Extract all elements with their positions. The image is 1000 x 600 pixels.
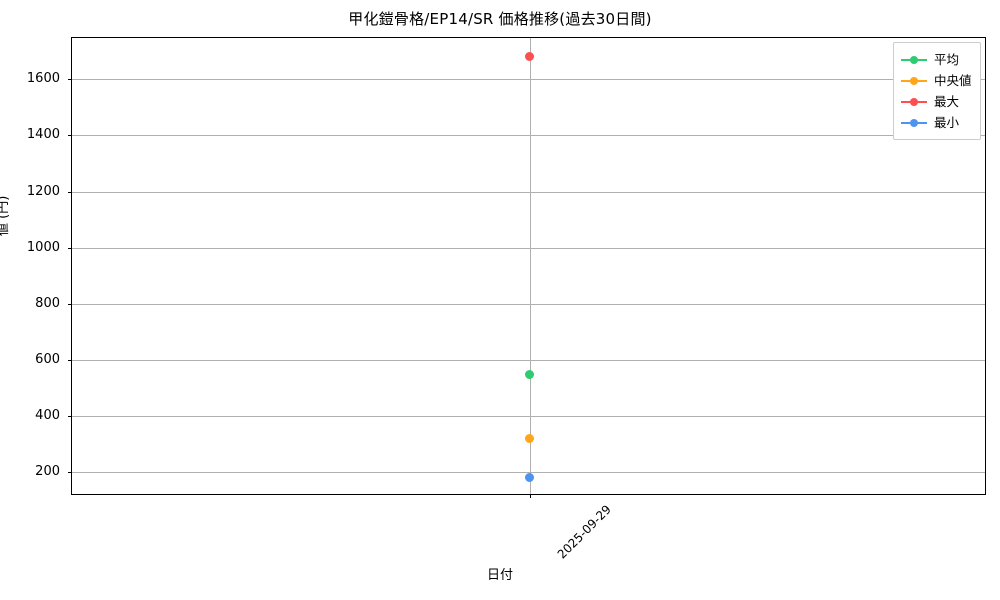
y-axis-tick-label: 400 [35,408,60,424]
legend-marker-icon [901,117,927,128]
gridline-horizontal [72,359,985,361]
y-axis-tick-label: 1200 [26,183,60,199]
y-axis-tick-label: 800 [35,295,60,311]
y-axis-tick-label: 1000 [26,239,60,255]
y-axis-tick-mark [68,135,72,137]
plot-area [68,37,986,498]
legend-item[interactable]: 最大 [901,91,972,112]
y-axis-tick-label: 1600 [26,71,60,87]
y-axis-tick-label: 200 [35,464,60,480]
legend-label: 平均 [934,52,960,67]
x-axis-tick-mark [529,494,531,498]
gridline-vertical [529,38,531,494]
gridline-horizontal [72,191,985,193]
legend-dot [910,97,918,106]
legend-dot [910,55,918,64]
data-point-marker [525,472,534,482]
gridline-horizontal [72,247,985,249]
y-axis-tick-mark [68,247,72,249]
data-point-marker [525,369,534,379]
x-axis-tick-label: 2025-09-29 [554,502,614,562]
legend-marker-icon [901,54,927,65]
legend-dot [910,76,918,85]
legend-label: 最小 [934,115,960,130]
legend-item[interactable]: 最小 [901,112,972,133]
grid-layer [68,38,985,498]
gridline-horizontal [72,135,985,137]
gridline-horizontal [72,472,985,474]
legend-marker-icon [901,75,927,86]
legend-item[interactable]: 中央値 [901,70,972,91]
y-axis-tick-label: 600 [35,351,60,367]
legend-marker-icon [901,96,927,107]
data-point-marker [525,433,534,443]
y-axis-tick-mark [68,303,72,305]
y-axis-tick-label: 1400 [26,127,60,143]
legend-label: 最大 [934,94,960,109]
data-point-marker [525,52,534,62]
y-axis-tick-mark [68,359,72,361]
y-axis-tick-mark [68,472,72,474]
gridline-horizontal [72,303,985,305]
y-axis-tick-mark [68,416,72,418]
gridline-horizontal [72,79,985,81]
legend-dot [910,118,918,127]
y-axis-tick-mark [68,191,72,193]
legend[interactable]: 平均 中央値 最大 最小 [893,42,981,140]
y-axis-label: 値 (円) [0,195,11,236]
chart-title: 甲化鎧骨格/EP14/SR 価格推移(過去30日間) [348,10,652,28]
legend-item[interactable]: 平均 [901,49,972,70]
legend-label: 中央値 [934,73,972,88]
x-axis-label: 日付 [486,568,513,583]
y-axis-tick-mark [68,79,72,81]
gridline-horizontal [72,416,985,418]
data-layer [72,38,985,494]
